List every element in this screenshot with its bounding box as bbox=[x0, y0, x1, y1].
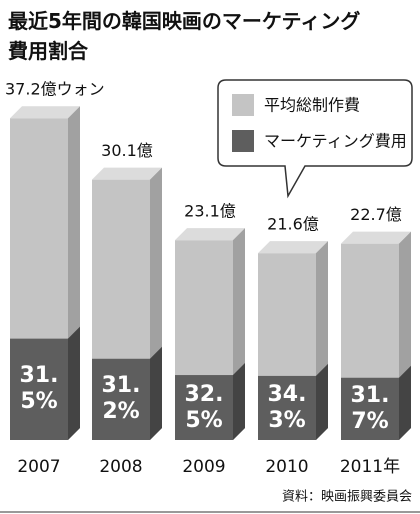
bar-top bbox=[341, 231, 411, 244]
bar-segment bbox=[92, 358, 150, 440]
bar-top bbox=[258, 241, 328, 254]
bar-segment bbox=[341, 377, 399, 440]
bar-segment-side bbox=[399, 365, 411, 440]
bar-segment bbox=[258, 375, 316, 440]
bar-top bbox=[92, 167, 162, 180]
value-label: 37.2億ウォン bbox=[5, 80, 105, 99]
legend-label: マーケティング費用 bbox=[264, 132, 407, 151]
value-label: 23.1億 bbox=[184, 202, 236, 221]
legend-label: 平均総制作費 bbox=[264, 96, 360, 115]
share-label: 31.7% bbox=[350, 382, 390, 434]
bar-top bbox=[10, 106, 80, 119]
bar-segment-side bbox=[233, 363, 245, 440]
x-tick-label: 2009 bbox=[182, 457, 225, 477]
share-label: 34.3% bbox=[267, 381, 307, 433]
bar-segment bbox=[10, 338, 68, 440]
bar-segment-side bbox=[316, 363, 328, 440]
x-tick-label: 2010 bbox=[265, 457, 308, 477]
share-label: 31.2% bbox=[101, 373, 141, 425]
bar-top bbox=[175, 228, 245, 241]
x-tick-label: 2007 bbox=[17, 457, 60, 477]
legend-box bbox=[217, 79, 413, 199]
x-tick-label: 2011年 bbox=[340, 457, 400, 477]
x-tick-label: 2008 bbox=[99, 457, 142, 477]
share-label: 31.5% bbox=[19, 363, 59, 415]
bar-segment bbox=[175, 375, 233, 440]
legend-swatch bbox=[232, 130, 254, 152]
value-label: 21.6億 bbox=[267, 215, 319, 234]
value-label: 30.1億 bbox=[101, 141, 153, 160]
legend-swatch bbox=[232, 94, 254, 116]
bar-segment-side bbox=[68, 326, 80, 440]
bar-segment-side bbox=[150, 346, 162, 440]
value-label: 22.7億 bbox=[350, 205, 402, 224]
source: 資料：映画振興委員会 bbox=[282, 490, 412, 505]
chart-title: 最近5年間の韓国映画のマーケティング費用割合 bbox=[8, 9, 361, 63]
share-label: 32.5% bbox=[184, 381, 224, 433]
